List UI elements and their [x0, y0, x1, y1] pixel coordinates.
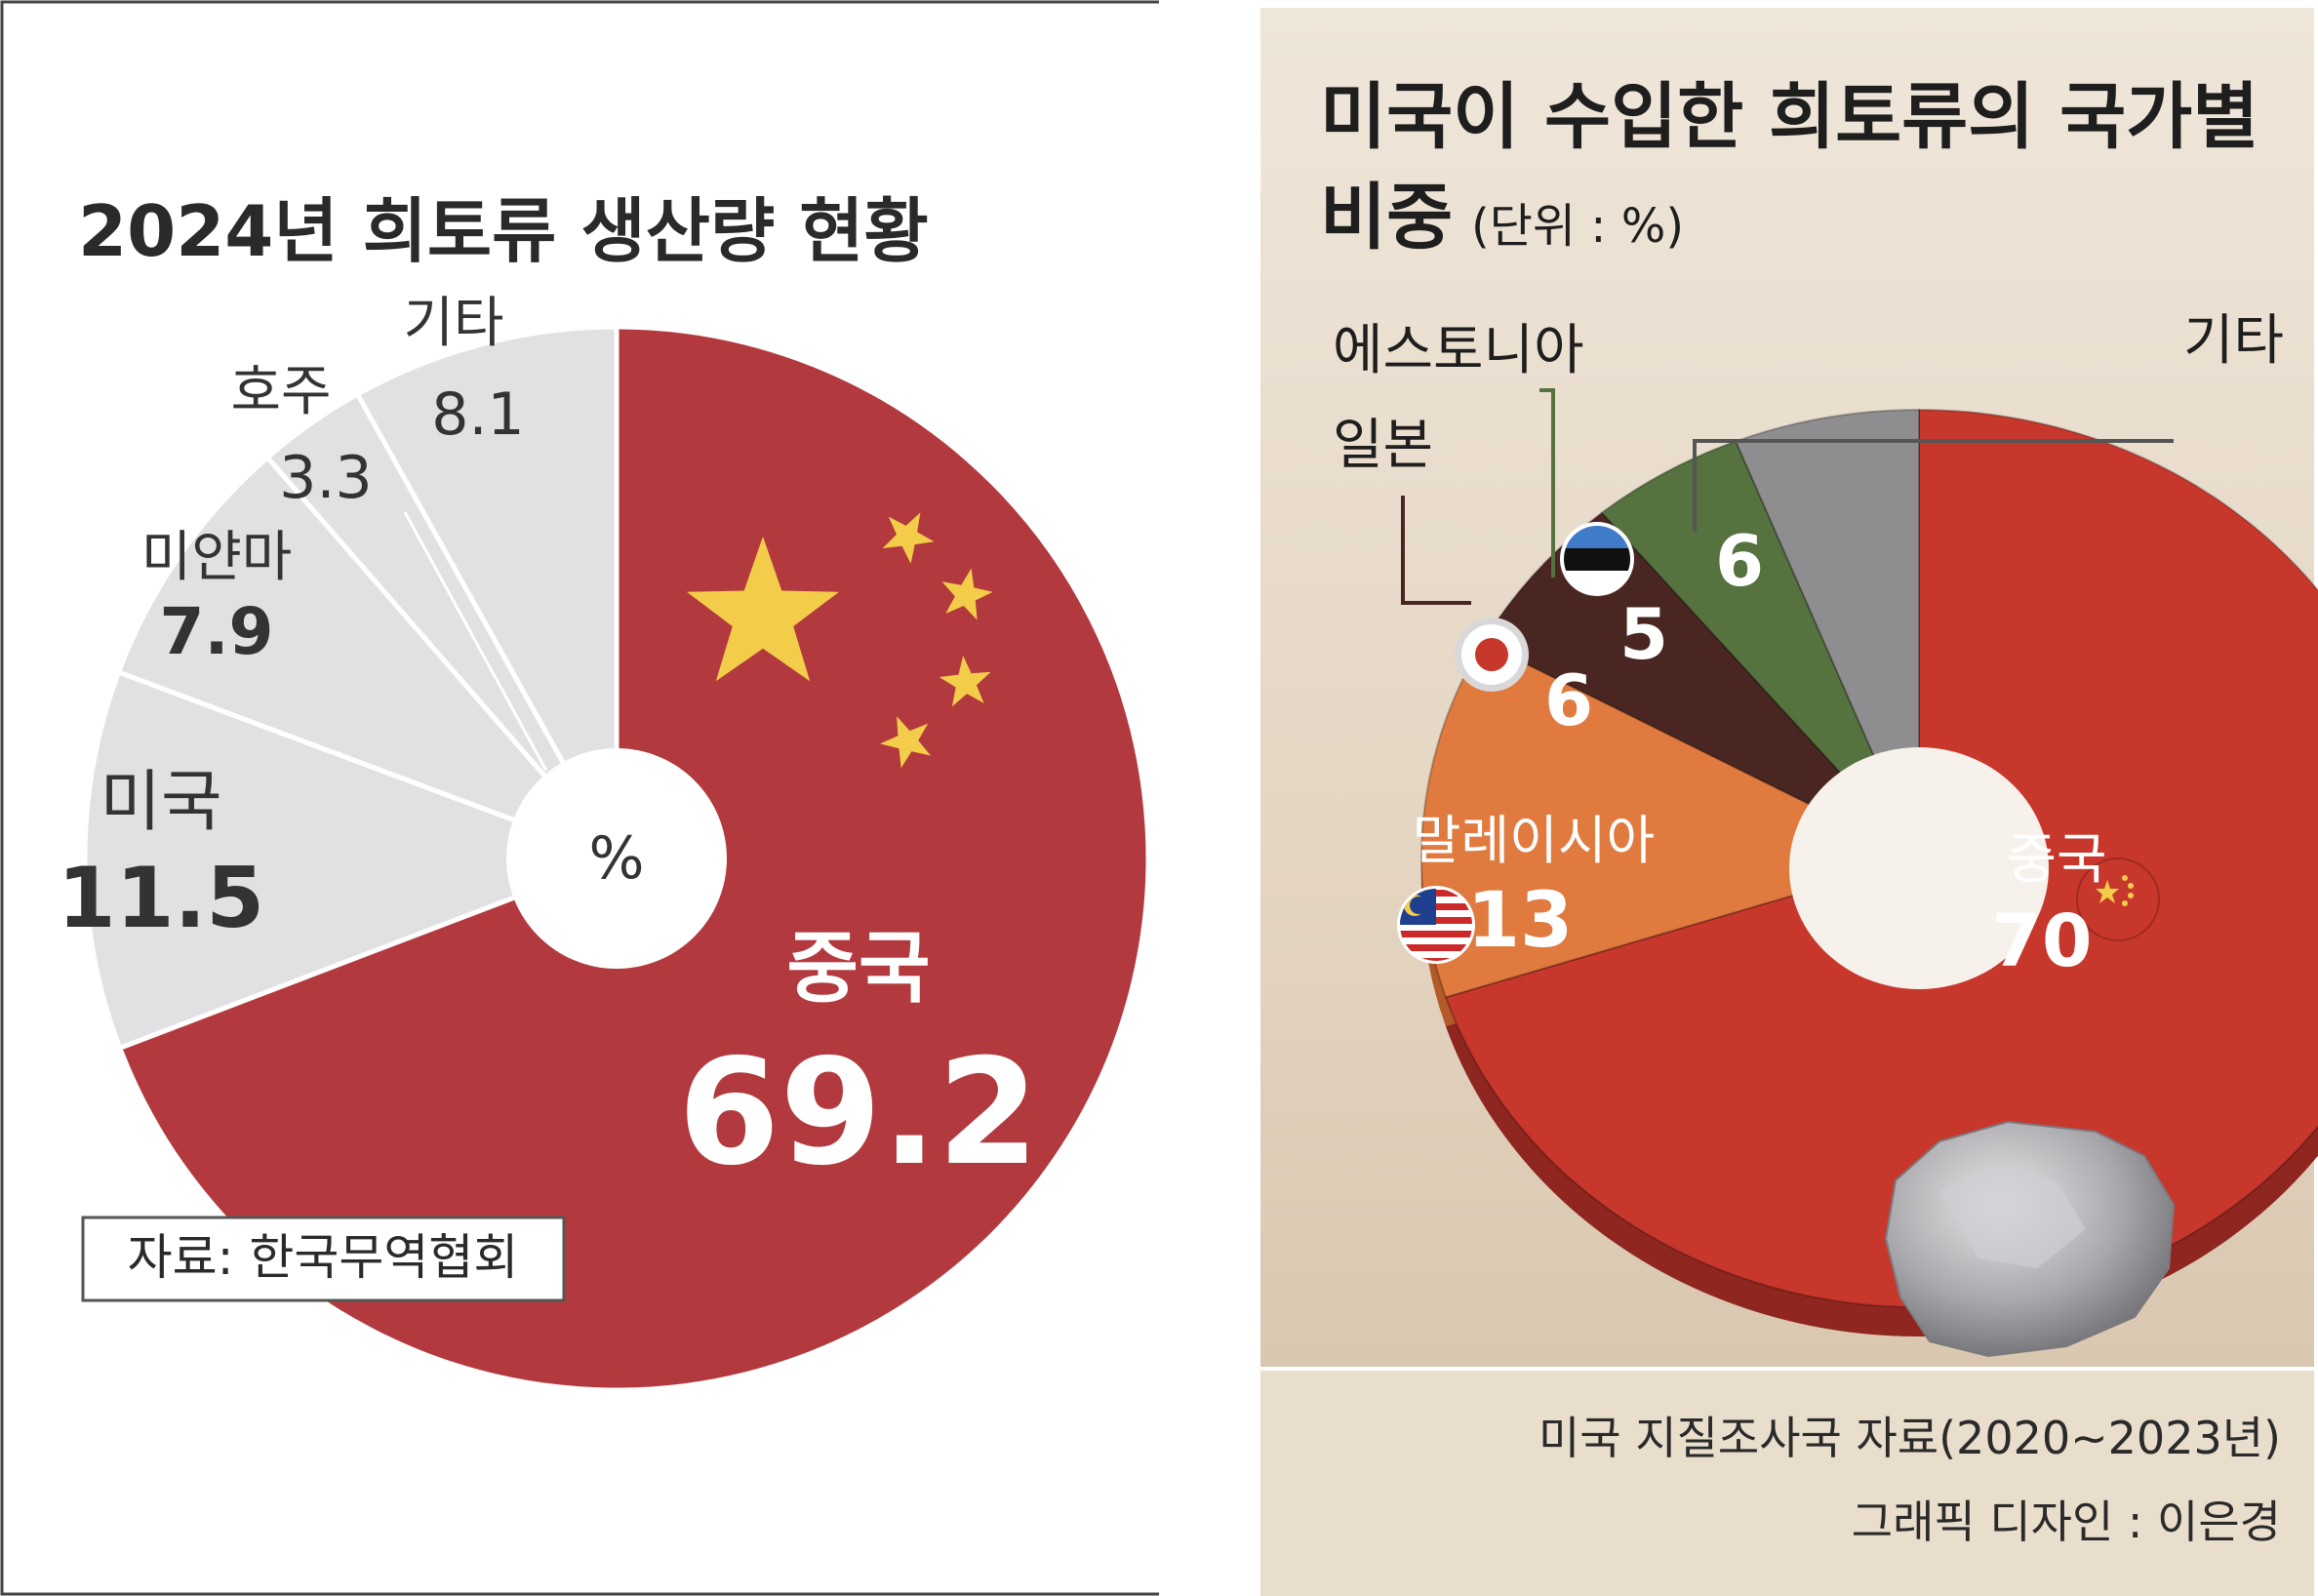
flag-star-icon: [941, 568, 993, 620]
production-pie-chart: % 2024년 희토류 생산량 현황 중국 69.2 미국 11.5 미얀마 7…: [0, 0, 1159, 1596]
slice-label-others: 기타: [403, 292, 503, 355]
slice-label-malaysia: 말레이시아: [1413, 810, 1655, 871]
pie-slice-usa: [82, 668, 624, 1052]
source-text: 자료: 한국무역협회: [128, 1229, 519, 1286]
slice-value-usa: 11.5: [58, 850, 264, 947]
flag-star-icon: [882, 512, 935, 564]
slice-label-others: 기타: [2183, 309, 2284, 373]
donut-slice-others: [1734, 408, 1920, 859]
center-unit-label: %: [588, 824, 644, 893]
malaysia-flag-icon: [1397, 886, 1475, 964]
chart-title: 2024년 희토류 생산량 현황: [78, 190, 929, 272]
donut-hole: [1789, 747, 2049, 989]
estonia-flag-icon: [1560, 522, 1634, 596]
donut-slice-china: [1444, 408, 2318, 1308]
slice-label-china: 중국: [786, 923, 930, 1014]
source-box: [81, 1216, 566, 1302]
left-chart-panel: % 2024년 희토류 생산량 현황 중국 69.2 미국 11.5 미얀마 7…: [0, 0, 1159, 1596]
pie-slice-others: [354, 324, 619, 868]
slice-value-china: 69.2: [678, 1028, 1039, 1198]
unit-note: (단위 : %): [1471, 199, 1684, 254]
leader-line-others: [1693, 439, 2174, 532]
slice-label-japan: 일본: [1333, 414, 1433, 477]
slice-value-malaysia: 13: [1467, 877, 1574, 965]
japan-flag-icon: [1455, 618, 1529, 692]
slice-value-china: 70: [1992, 899, 2093, 983]
leader-line: [403, 511, 548, 772]
footer-band: [1260, 1369, 2314, 1596]
flag-star-icon: [880, 716, 931, 769]
slice-value-japan: 6: [1544, 659, 1593, 741]
source-text: 미국 지질조사국 자료(2020~2023년): [1539, 1412, 2281, 1464]
leader-line-japan: [1401, 496, 1471, 605]
import-share-donut-chart: 미국이 수입한 희토류의 국가별 비중 (단위 : %): [1257, 0, 2318, 1596]
slice-value-australia: 3.3: [279, 444, 372, 512]
slice-value-myanmar: 7.9: [160, 594, 274, 669]
chart-title-line1: 미국이 수입한 희토류의 국가별: [1320, 75, 2258, 159]
slice-label-australia: 호주: [230, 360, 331, 423]
donut-hole: [506, 748, 727, 969]
leader-line-estonia: [1539, 388, 1555, 578]
flag-star-icon: [939, 656, 991, 707]
slice-value-others: 6: [1715, 520, 1764, 602]
pie-slice-myanmar: [115, 454, 619, 861]
slice-label-estonia: 에스토니아: [1333, 319, 1584, 382]
flag-star-icon: [687, 537, 839, 682]
slice-label-myanmar: 미얀마: [141, 526, 293, 589]
slice-value-estonia: 5: [1619, 593, 1668, 675]
china-flag-icon: [2076, 858, 2160, 941]
chart-title-line2: 비중: [1320, 176, 1453, 259]
slice-value-others: 8.1: [431, 380, 524, 449]
credit-text: 그래픽 디자인 : 이은경: [1852, 1496, 2281, 1548]
right-chart-panel: 미국이 수입한 희토류의 국가별 비중 (단위 : %): [1159, 0, 2318, 1596]
left-panel-border: [0, 0, 1159, 1596]
slice-label-china: 중국: [2006, 828, 2106, 892]
slice-label-usa: 미국: [100, 764, 221, 841]
